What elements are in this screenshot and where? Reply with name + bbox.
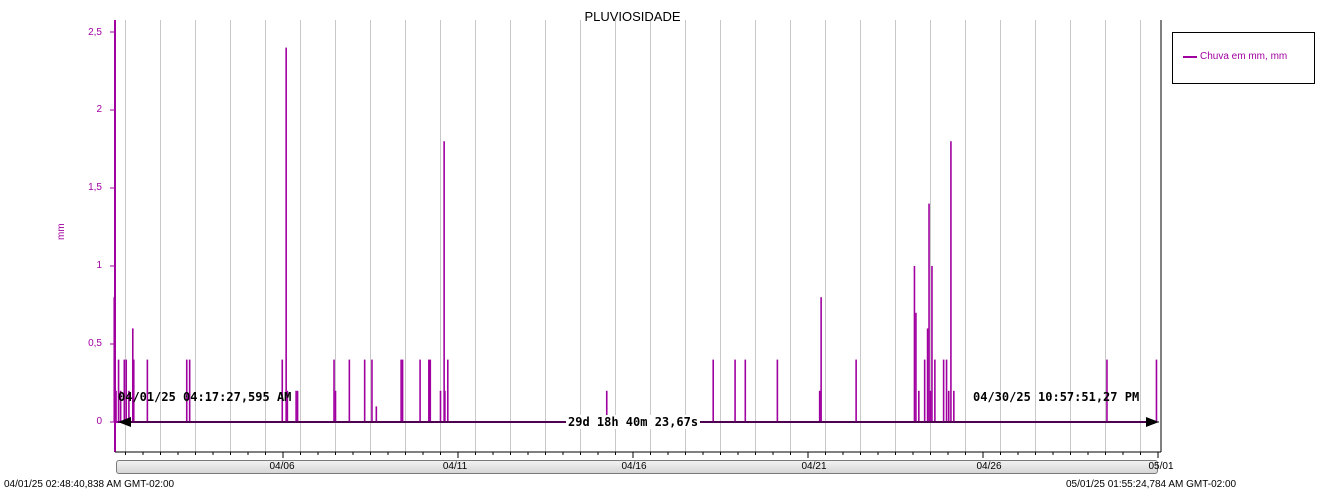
x-tick-label: 04/16 bbox=[621, 461, 647, 472]
legend-label: Chuva em mm, mm bbox=[1200, 51, 1288, 62]
x-tick-label: 04/26 bbox=[976, 461, 1002, 472]
x-tick-label: 04/21 bbox=[801, 461, 827, 472]
time-scrollbar[interactable] bbox=[116, 460, 1158, 474]
cursor-span-duration: 29d 18h 40m 23,67s bbox=[566, 415, 701, 429]
x-tick-label: 04/11 bbox=[442, 461, 468, 472]
y-tick-label: 1,5 bbox=[88, 182, 102, 193]
legend-swatch bbox=[1183, 56, 1197, 58]
y-tick-label: 2 bbox=[96, 104, 102, 115]
cursor-left-arrowhead bbox=[118, 417, 131, 427]
cursor-right-arrowhead bbox=[1146, 417, 1159, 427]
x-axis-end-bound: 05/01/25 01:55:24,784 AM GMT-02:00 bbox=[1066, 479, 1237, 490]
legend[interactable]: Chuva em mm, mm bbox=[1172, 32, 1315, 84]
y-tick-label: 2,5 bbox=[88, 27, 102, 38]
x-tick-label: 05/01 bbox=[1148, 461, 1174, 472]
y-axis-label: mm bbox=[56, 223, 67, 240]
x-tick-label: 04/06 bbox=[269, 461, 295, 472]
y-tick-label: 1 bbox=[96, 260, 102, 271]
y-tick-label: 0,5 bbox=[88, 338, 102, 349]
x-axis-start-bound: 04/01/25 02:48:40,838 AM GMT-02:00 bbox=[4, 479, 175, 490]
chart-title: PLUVIOSIDADE bbox=[584, 9, 681, 24]
y-tick-label: 0 bbox=[96, 416, 102, 427]
left-cursor-timestamp: 04/01/25 04:17:27,595 AM bbox=[118, 390, 292, 404]
right-cursor-timestamp: 04/30/25 10:57:51,27 PM bbox=[973, 390, 1140, 404]
